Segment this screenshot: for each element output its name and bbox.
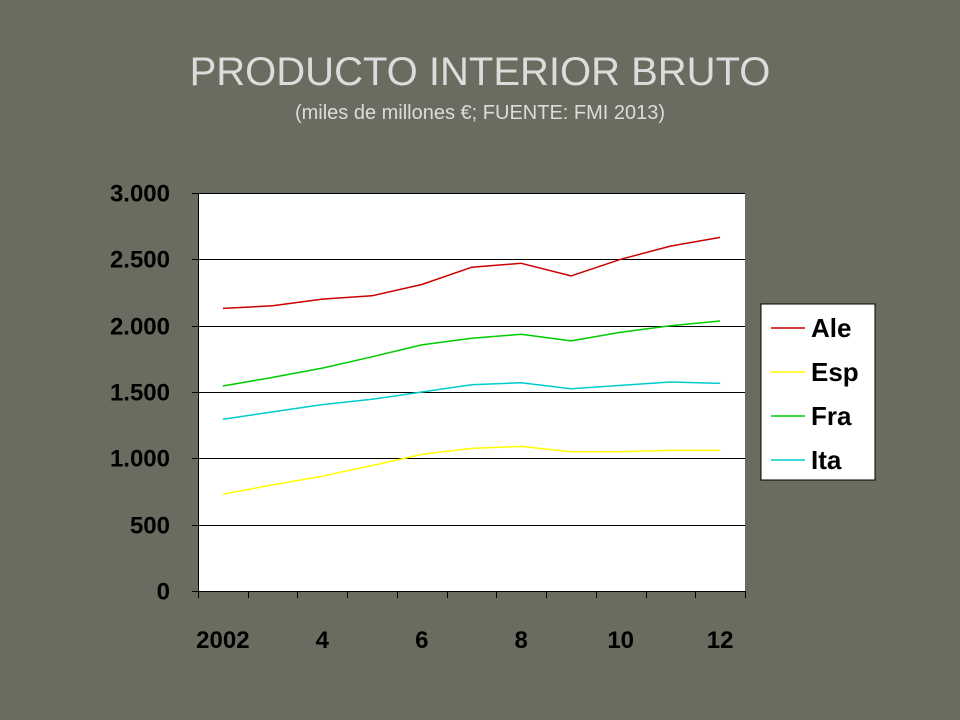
series-lines bbox=[222, 236, 721, 495]
series-line-ita bbox=[222, 381, 721, 420]
y-tick-label: 500 bbox=[130, 513, 170, 540]
y-tick-label: 1.000 bbox=[110, 446, 170, 473]
y-tick-label: 3.000 bbox=[110, 181, 170, 208]
legend-box bbox=[760, 303, 876, 481]
legend-label-fra: Fra bbox=[811, 401, 852, 431]
y-tick-label: 2.000 bbox=[110, 314, 170, 341]
x-tick-label: 2002 bbox=[196, 627, 249, 654]
chart-title: PRODUCTO INTERIOR BRUTO bbox=[189, 50, 771, 94]
x-tick-label: 10 bbox=[607, 627, 634, 654]
x-tick-label: 6 bbox=[415, 627, 428, 654]
series-line-esp bbox=[222, 445, 721, 495]
x-tick-label: 4 bbox=[316, 627, 330, 654]
legend-label-ale: Ale bbox=[811, 313, 851, 343]
legend-label-esp: Esp bbox=[811, 357, 859, 387]
y-tick-label: 2.500 bbox=[110, 247, 170, 274]
series-line-fra bbox=[222, 320, 721, 387]
x-tick-label: 8 bbox=[515, 627, 528, 654]
y-tick-label: 0 bbox=[157, 579, 170, 606]
y-tick-label: 1.500 bbox=[110, 380, 170, 407]
x-tick-label: 12 bbox=[707, 627, 734, 654]
legend-label-ita: Ita bbox=[811, 445, 842, 475]
tick-labels: 0 500 1.000 1.500 2.000 2.500 3.000 2002 4 6 8 10 12 bbox=[110, 181, 734, 655]
grid-lines bbox=[198, 193, 745, 526]
legend: Ale Esp Fra Ita bbox=[760, 303, 876, 481]
chart-subtitle: (miles de millones €; FUENTE: FMI 2013) bbox=[294, 102, 666, 124]
series-line-ale bbox=[222, 236, 721, 310]
axes bbox=[192, 193, 746, 598]
